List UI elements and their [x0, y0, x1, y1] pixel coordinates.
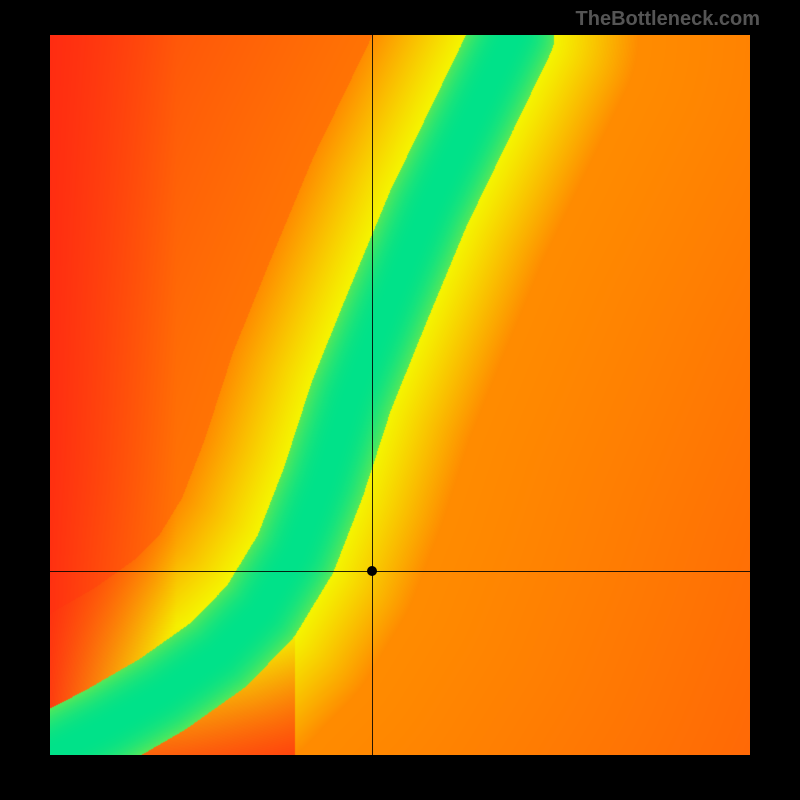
- crosshair-marker: [367, 566, 377, 576]
- crosshair-horizontal: [50, 571, 750, 572]
- watermark-text: TheBottleneck.com: [576, 8, 760, 31]
- heatmap-canvas: [50, 35, 750, 755]
- crosshair-vertical: [372, 35, 373, 755]
- heatmap-plot: [50, 35, 750, 755]
